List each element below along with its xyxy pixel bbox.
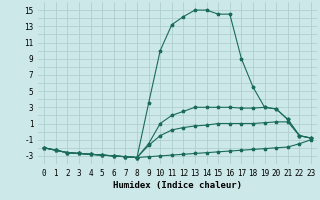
- X-axis label: Humidex (Indice chaleur): Humidex (Indice chaleur): [113, 181, 242, 190]
